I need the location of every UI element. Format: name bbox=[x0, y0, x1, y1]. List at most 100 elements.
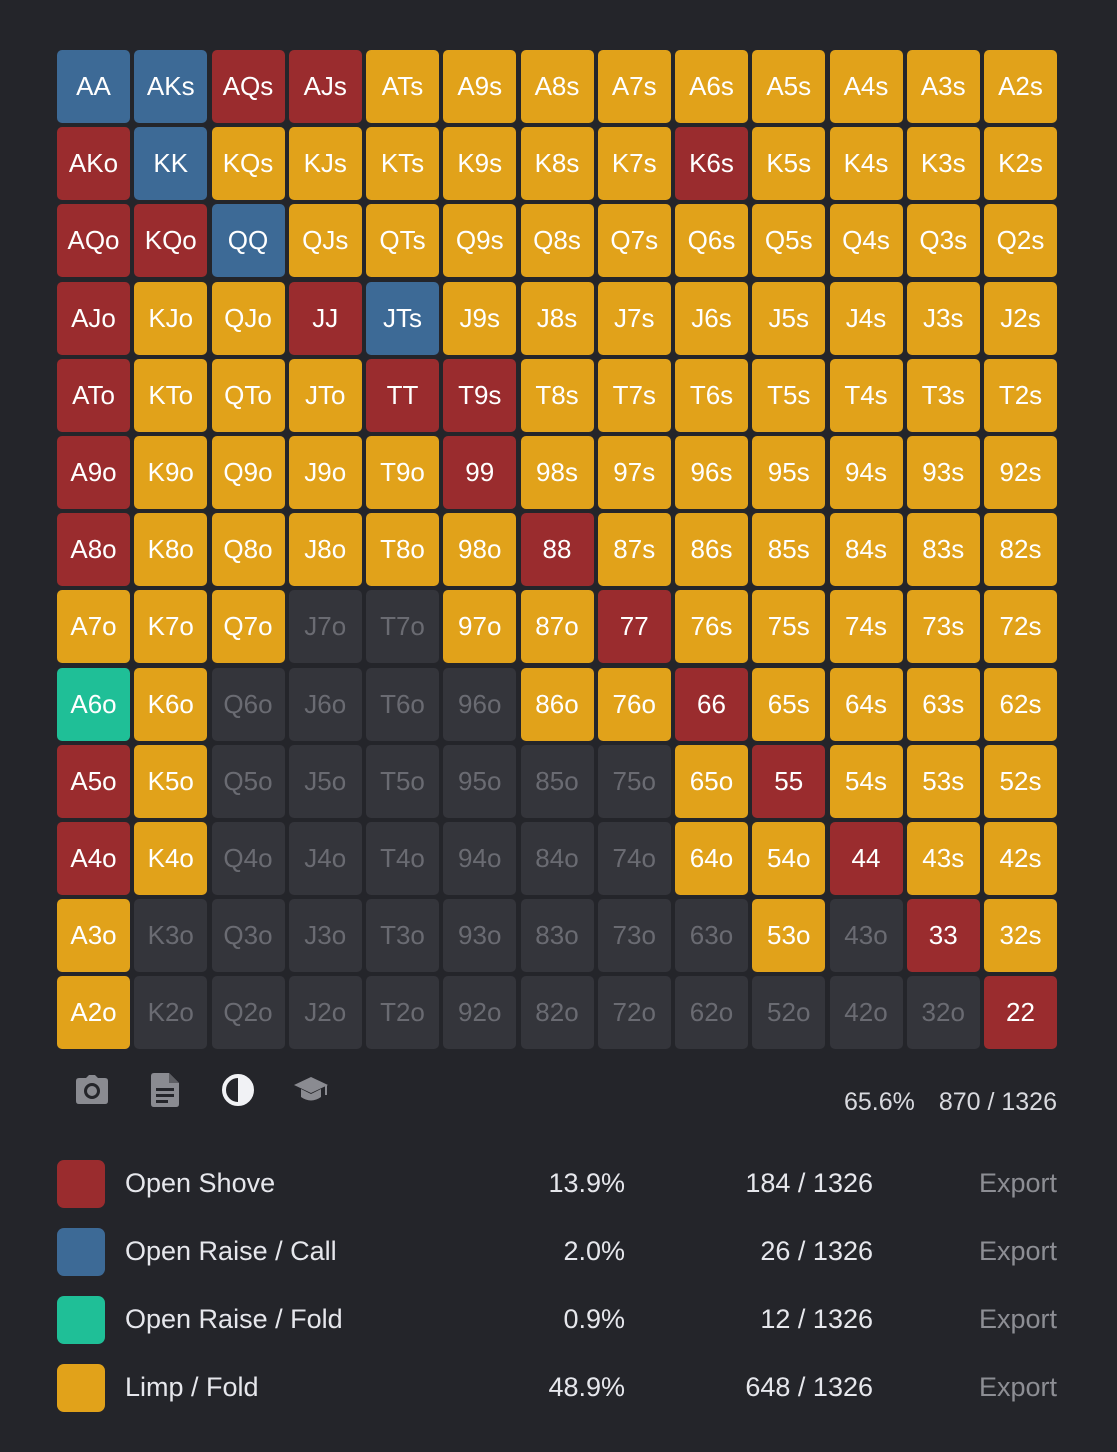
hand-cell[interactable]: J5s bbox=[752, 281, 826, 355]
hand-cell[interactable]: 22 bbox=[984, 976, 1057, 1050]
hand-cell[interactable]: K7o bbox=[134, 590, 208, 664]
hand-cell[interactable]: A4s bbox=[829, 50, 903, 123]
hand-cell[interactable]: 95o bbox=[443, 744, 517, 818]
contrast-icon[interactable] bbox=[220, 1072, 256, 1108]
hand-cell[interactable]: QJo bbox=[211, 281, 285, 355]
hand-cell[interactable]: A6s bbox=[675, 50, 748, 123]
legend-swatch[interactable] bbox=[57, 1296, 105, 1344]
hand-cell[interactable]: J7o bbox=[288, 590, 362, 664]
hand-cell[interactable]: 32s bbox=[984, 899, 1057, 973]
hand-cell[interactable]: AA bbox=[57, 50, 130, 123]
hand-cell[interactable]: 62s bbox=[984, 667, 1057, 741]
hand-cell[interactable]: K2o bbox=[134, 976, 208, 1050]
hand-cell[interactable]: 84o bbox=[520, 821, 594, 895]
hand-cell[interactable]: A6o bbox=[57, 667, 130, 741]
hand-cell[interactable]: Q6s bbox=[675, 204, 748, 278]
hand-cell[interactable]: T9s bbox=[443, 358, 517, 432]
hand-cell[interactable]: Q7o bbox=[211, 590, 285, 664]
hand-cell[interactable]: J4o bbox=[288, 821, 362, 895]
hand-cell[interactable]: 64s bbox=[829, 667, 903, 741]
hand-cell[interactable]: 94s bbox=[829, 435, 903, 509]
hand-cell[interactable]: Q5o bbox=[211, 744, 285, 818]
hand-cell[interactable]: A5s bbox=[752, 50, 826, 123]
hand-cell[interactable]: J8s bbox=[520, 281, 594, 355]
hand-cell[interactable]: T5o bbox=[366, 744, 439, 818]
hand-cell[interactable]: 72s bbox=[984, 590, 1057, 664]
hand-cell[interactable]: J4s bbox=[829, 281, 903, 355]
hand-cell[interactable]: T3s bbox=[906, 358, 980, 432]
document-icon[interactable] bbox=[147, 1072, 183, 1108]
hand-cell[interactable]: Q9s bbox=[443, 204, 517, 278]
hand-cell[interactable]: 95s bbox=[752, 435, 826, 509]
hand-cell[interactable]: 76o bbox=[597, 667, 671, 741]
hand-cell[interactable]: A7s bbox=[597, 50, 671, 123]
hand-cell[interactable]: 85o bbox=[520, 744, 594, 818]
hand-cell[interactable]: Q9o bbox=[211, 435, 285, 509]
hand-cell[interactable]: QTs bbox=[366, 204, 439, 278]
hand-cell[interactable]: A7o bbox=[57, 590, 130, 664]
hand-cell[interactable]: A3o bbox=[57, 899, 130, 973]
hand-cell[interactable]: 33 bbox=[906, 899, 980, 973]
hand-cell[interactable]: Q4o bbox=[211, 821, 285, 895]
hand-cell[interactable]: QJs bbox=[288, 204, 362, 278]
hand-cell[interactable]: 55 bbox=[752, 744, 826, 818]
hand-cell[interactable]: 92o bbox=[443, 976, 517, 1050]
hand-cell[interactable]: 72o bbox=[597, 976, 671, 1050]
hand-cell[interactable]: AJs bbox=[288, 50, 362, 123]
hand-cell[interactable]: KTo bbox=[134, 358, 208, 432]
hand-cell[interactable]: 32o bbox=[906, 976, 980, 1050]
hand-cell[interactable]: KJs bbox=[288, 127, 362, 201]
hand-cell[interactable]: T8s bbox=[520, 358, 594, 432]
hand-cell[interactable]: K6s bbox=[675, 127, 748, 201]
hand-cell[interactable]: 93s bbox=[906, 435, 980, 509]
hand-cell[interactable]: T7s bbox=[597, 358, 671, 432]
hand-cell[interactable]: T2o bbox=[366, 976, 439, 1050]
hand-cell[interactable]: KK bbox=[134, 127, 208, 201]
hand-cell[interactable]: 75o bbox=[597, 744, 671, 818]
hand-cell[interactable]: AQs bbox=[211, 50, 285, 123]
hand-cell[interactable]: T3o bbox=[366, 899, 439, 973]
hand-cell[interactable]: J5o bbox=[288, 744, 362, 818]
hand-cell[interactable]: 97o bbox=[443, 590, 517, 664]
hand-cell[interactable]: 88 bbox=[520, 513, 594, 587]
hand-cell[interactable]: K4s bbox=[829, 127, 903, 201]
hand-cell[interactable]: J6s bbox=[675, 281, 748, 355]
hand-cell[interactable]: ATo bbox=[57, 358, 130, 432]
hand-cell[interactable]: T4o bbox=[366, 821, 439, 895]
hand-cell[interactable]: K9o bbox=[134, 435, 208, 509]
hand-cell[interactable]: 83s bbox=[906, 513, 980, 587]
legend-swatch[interactable] bbox=[57, 1160, 105, 1208]
hand-cell[interactable]: A8s bbox=[520, 50, 594, 123]
hand-cell[interactable]: J2o bbox=[288, 976, 362, 1050]
hand-cell[interactable]: J3o bbox=[288, 899, 362, 973]
hand-cell[interactable]: Q7s bbox=[597, 204, 671, 278]
hand-cell[interactable]: J8o bbox=[288, 513, 362, 587]
hand-cell[interactable]: T5s bbox=[752, 358, 826, 432]
hand-cell[interactable]: Q3s bbox=[906, 204, 980, 278]
hand-cell[interactable]: 97s bbox=[597, 435, 671, 509]
hand-cell[interactable]: 77 bbox=[597, 590, 671, 664]
hand-cell[interactable]: T9o bbox=[366, 435, 439, 509]
hand-cell[interactable]: A9s bbox=[443, 50, 517, 123]
hand-cell[interactable]: 63o bbox=[675, 899, 748, 973]
hand-cell[interactable]: 98o bbox=[443, 513, 517, 587]
hand-cell[interactable]: 94o bbox=[443, 821, 517, 895]
hand-cell[interactable]: TT bbox=[366, 358, 439, 432]
hand-cell[interactable]: Q4s bbox=[829, 204, 903, 278]
hand-cell[interactable]: 53s bbox=[906, 744, 980, 818]
hand-cell[interactable]: Q2o bbox=[211, 976, 285, 1050]
hand-cell[interactable]: J3s bbox=[906, 281, 980, 355]
hand-cell[interactable]: 87s bbox=[597, 513, 671, 587]
graduation-cap-icon[interactable] bbox=[293, 1072, 329, 1108]
hand-cell[interactable]: A2s bbox=[984, 50, 1057, 123]
hand-cell[interactable]: T8o bbox=[366, 513, 439, 587]
hand-cell[interactable]: K8s bbox=[520, 127, 594, 201]
hand-cell[interactable]: AKo bbox=[57, 127, 130, 201]
hand-cell[interactable]: A8o bbox=[57, 513, 130, 587]
hand-cell[interactable]: 99 bbox=[443, 435, 517, 509]
hand-cell[interactable]: 42o bbox=[829, 976, 903, 1050]
export-button[interactable]: Export bbox=[978, 1304, 1057, 1334]
hand-cell[interactable]: A3s bbox=[906, 50, 980, 123]
hand-cell[interactable]: 87o bbox=[520, 590, 594, 664]
hand-cell[interactable]: ATs bbox=[366, 50, 439, 123]
